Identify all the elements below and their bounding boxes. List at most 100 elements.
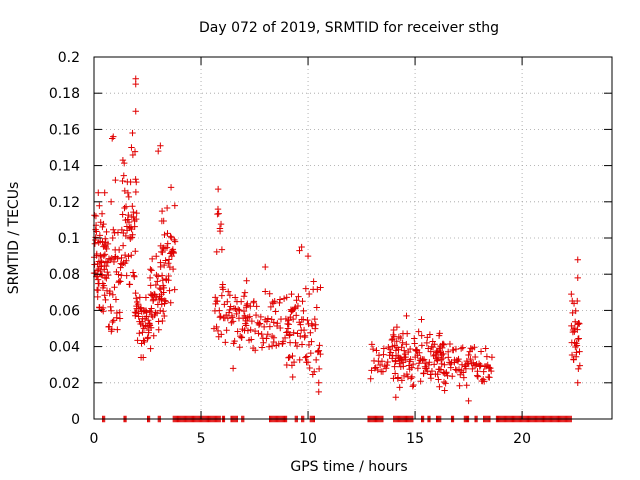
data-point	[162, 298, 170, 305]
data-point	[127, 235, 134, 242]
data-point	[133, 178, 140, 186]
data-point	[308, 338, 315, 345]
data-point	[240, 307, 248, 315]
data-point	[215, 210, 222, 217]
data-point	[304, 359, 312, 366]
data-point	[295, 293, 302, 300]
y-tick-label: 0	[71, 412, 80, 428]
data-point	[230, 305, 238, 312]
data-point	[393, 323, 401, 331]
data-point	[137, 304, 145, 311]
data-point	[573, 342, 581, 349]
data-point	[445, 354, 452, 361]
data-point	[125, 211, 132, 219]
data-point	[153, 253, 160, 260]
data-point	[129, 231, 136, 239]
data-point	[483, 353, 491, 360]
data-point	[305, 290, 313, 298]
data-point	[378, 358, 386, 365]
data-point	[298, 243, 305, 251]
data-point	[107, 303, 114, 311]
data-point	[134, 337, 141, 344]
data-point	[288, 362, 296, 369]
data-point	[154, 278, 161, 285]
data-point	[303, 353, 310, 360]
data-point	[142, 294, 150, 301]
data-point	[107, 307, 115, 315]
data-point	[158, 291, 165, 298]
data-point	[229, 318, 237, 325]
data-point	[380, 345, 388, 352]
data-point	[403, 370, 411, 378]
data-point	[144, 334, 152, 341]
data-point	[488, 367, 495, 375]
data-point	[391, 363, 398, 370]
data-point	[397, 355, 405, 363]
data-point	[164, 230, 171, 237]
data-point	[157, 295, 165, 302]
data-point	[146, 308, 153, 315]
data-point	[428, 367, 436, 375]
data-point	[140, 325, 148, 332]
data-point	[114, 255, 121, 262]
data-point	[103, 228, 110, 236]
data-point	[106, 323, 113, 330]
data-point	[281, 334, 289, 342]
data-point	[171, 202, 179, 209]
data-point	[240, 293, 248, 300]
data-point	[474, 373, 482, 380]
data-point	[315, 388, 322, 396]
data-point	[306, 364, 313, 372]
data-point	[171, 238, 179, 245]
data-point	[213, 323, 220, 331]
data-point	[214, 210, 221, 218]
data-point	[311, 315, 318, 323]
data-point	[147, 324, 155, 331]
data-point	[129, 129, 136, 137]
data-point	[423, 339, 431, 347]
data-point	[400, 363, 407, 370]
data-point	[568, 322, 575, 330]
data-point	[427, 374, 435, 382]
data-point	[216, 313, 224, 321]
data-point	[238, 334, 246, 341]
chart-title: Day 072 of 2019, SRMTID for receiver sth…	[199, 20, 499, 36]
data-point	[135, 313, 142, 320]
y-tick-label: 0.02	[49, 376, 80, 392]
x-tick-label: 0	[90, 431, 99, 447]
data-point	[112, 176, 119, 184]
data-point	[118, 226, 126, 234]
data-point	[160, 261, 168, 269]
data-point	[260, 339, 267, 346]
data-point	[439, 344, 446, 352]
data-point	[292, 339, 299, 346]
data-point	[216, 227, 224, 235]
data-point	[285, 316, 292, 324]
data-point	[455, 355, 462, 363]
data-point	[373, 347, 380, 354]
data-point	[431, 341, 438, 348]
data-point	[368, 341, 376, 348]
data-point	[304, 316, 311, 324]
data-point	[293, 297, 300, 304]
data-point	[124, 189, 132, 197]
data-point	[264, 331, 271, 338]
data-point	[97, 267, 104, 275]
y-tick-label: 0.08	[49, 267, 80, 283]
data-point	[137, 305, 144, 313]
y-tick-label: 0.2	[58, 50, 80, 66]
data-point	[119, 242, 127, 249]
data-point	[410, 381, 417, 389]
y-tick-label: 0.12	[49, 195, 80, 211]
data-point	[409, 383, 416, 390]
data-point	[367, 375, 374, 382]
data-point	[158, 272, 166, 279]
data-point	[219, 286, 227, 293]
data-point	[474, 368, 481, 375]
data-point	[420, 369, 427, 377]
data-point	[317, 350, 324, 358]
data-point	[307, 329, 314, 336]
data-point	[477, 362, 484, 369]
data-point	[159, 308, 167, 315]
data-point	[134, 300, 142, 308]
